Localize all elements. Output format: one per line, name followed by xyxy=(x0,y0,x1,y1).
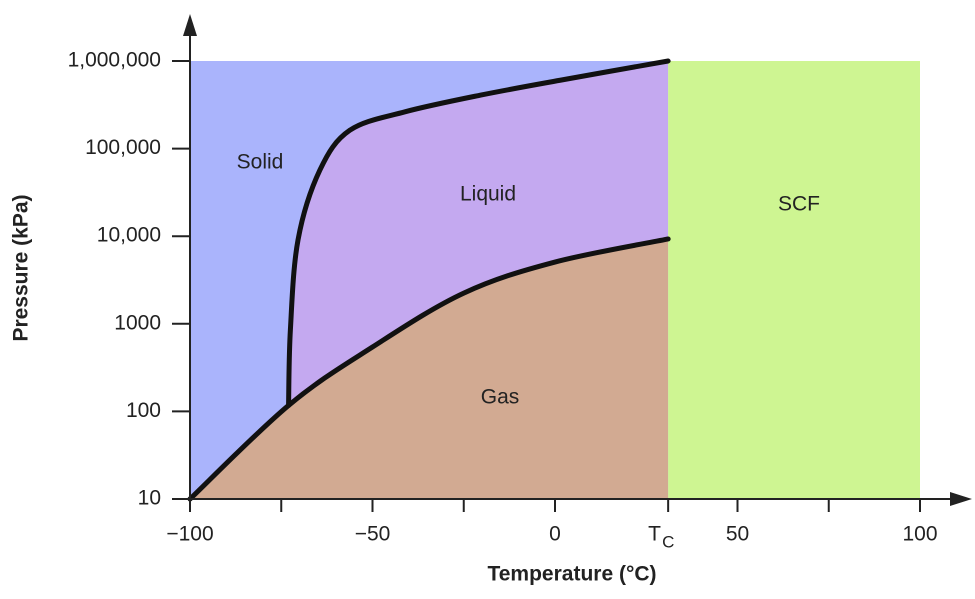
y-tick-label: 100 xyxy=(126,399,161,422)
region-label: Solid xyxy=(237,151,284,174)
region-scf xyxy=(668,61,920,499)
x-axis-title: Temperature (°C) xyxy=(487,563,656,586)
x-tick-label: −50 xyxy=(355,523,391,546)
x-tick-label-subscript: C xyxy=(662,532,674,551)
region-gas xyxy=(190,238,669,500)
y-tick-label: 1,000,000 xyxy=(68,49,161,72)
y-tick-label: 10,000 xyxy=(97,224,161,247)
y-tick-label: 100,000 xyxy=(85,136,161,159)
y-axis-arrow xyxy=(183,14,197,36)
y-axis-title: Pressure (kPa) xyxy=(10,194,33,341)
x-axis-arrow xyxy=(950,492,972,506)
y-tick-label: 1000 xyxy=(114,311,161,334)
x-tick-label: 100 xyxy=(902,523,937,546)
x-tick-label: T xyxy=(648,523,661,546)
x-tick-label: 0 xyxy=(549,523,561,546)
x-tick-label: 50 xyxy=(726,523,749,546)
y-tick-label: 10 xyxy=(138,487,161,510)
region-label: Liquid xyxy=(460,183,516,206)
phase-boundary xyxy=(286,58,671,408)
plot-area xyxy=(187,58,920,502)
region-label: Gas xyxy=(481,386,520,409)
x-tick-label: −100 xyxy=(166,523,213,546)
region-label: SCF xyxy=(778,193,820,216)
phase-boundary xyxy=(187,236,671,502)
